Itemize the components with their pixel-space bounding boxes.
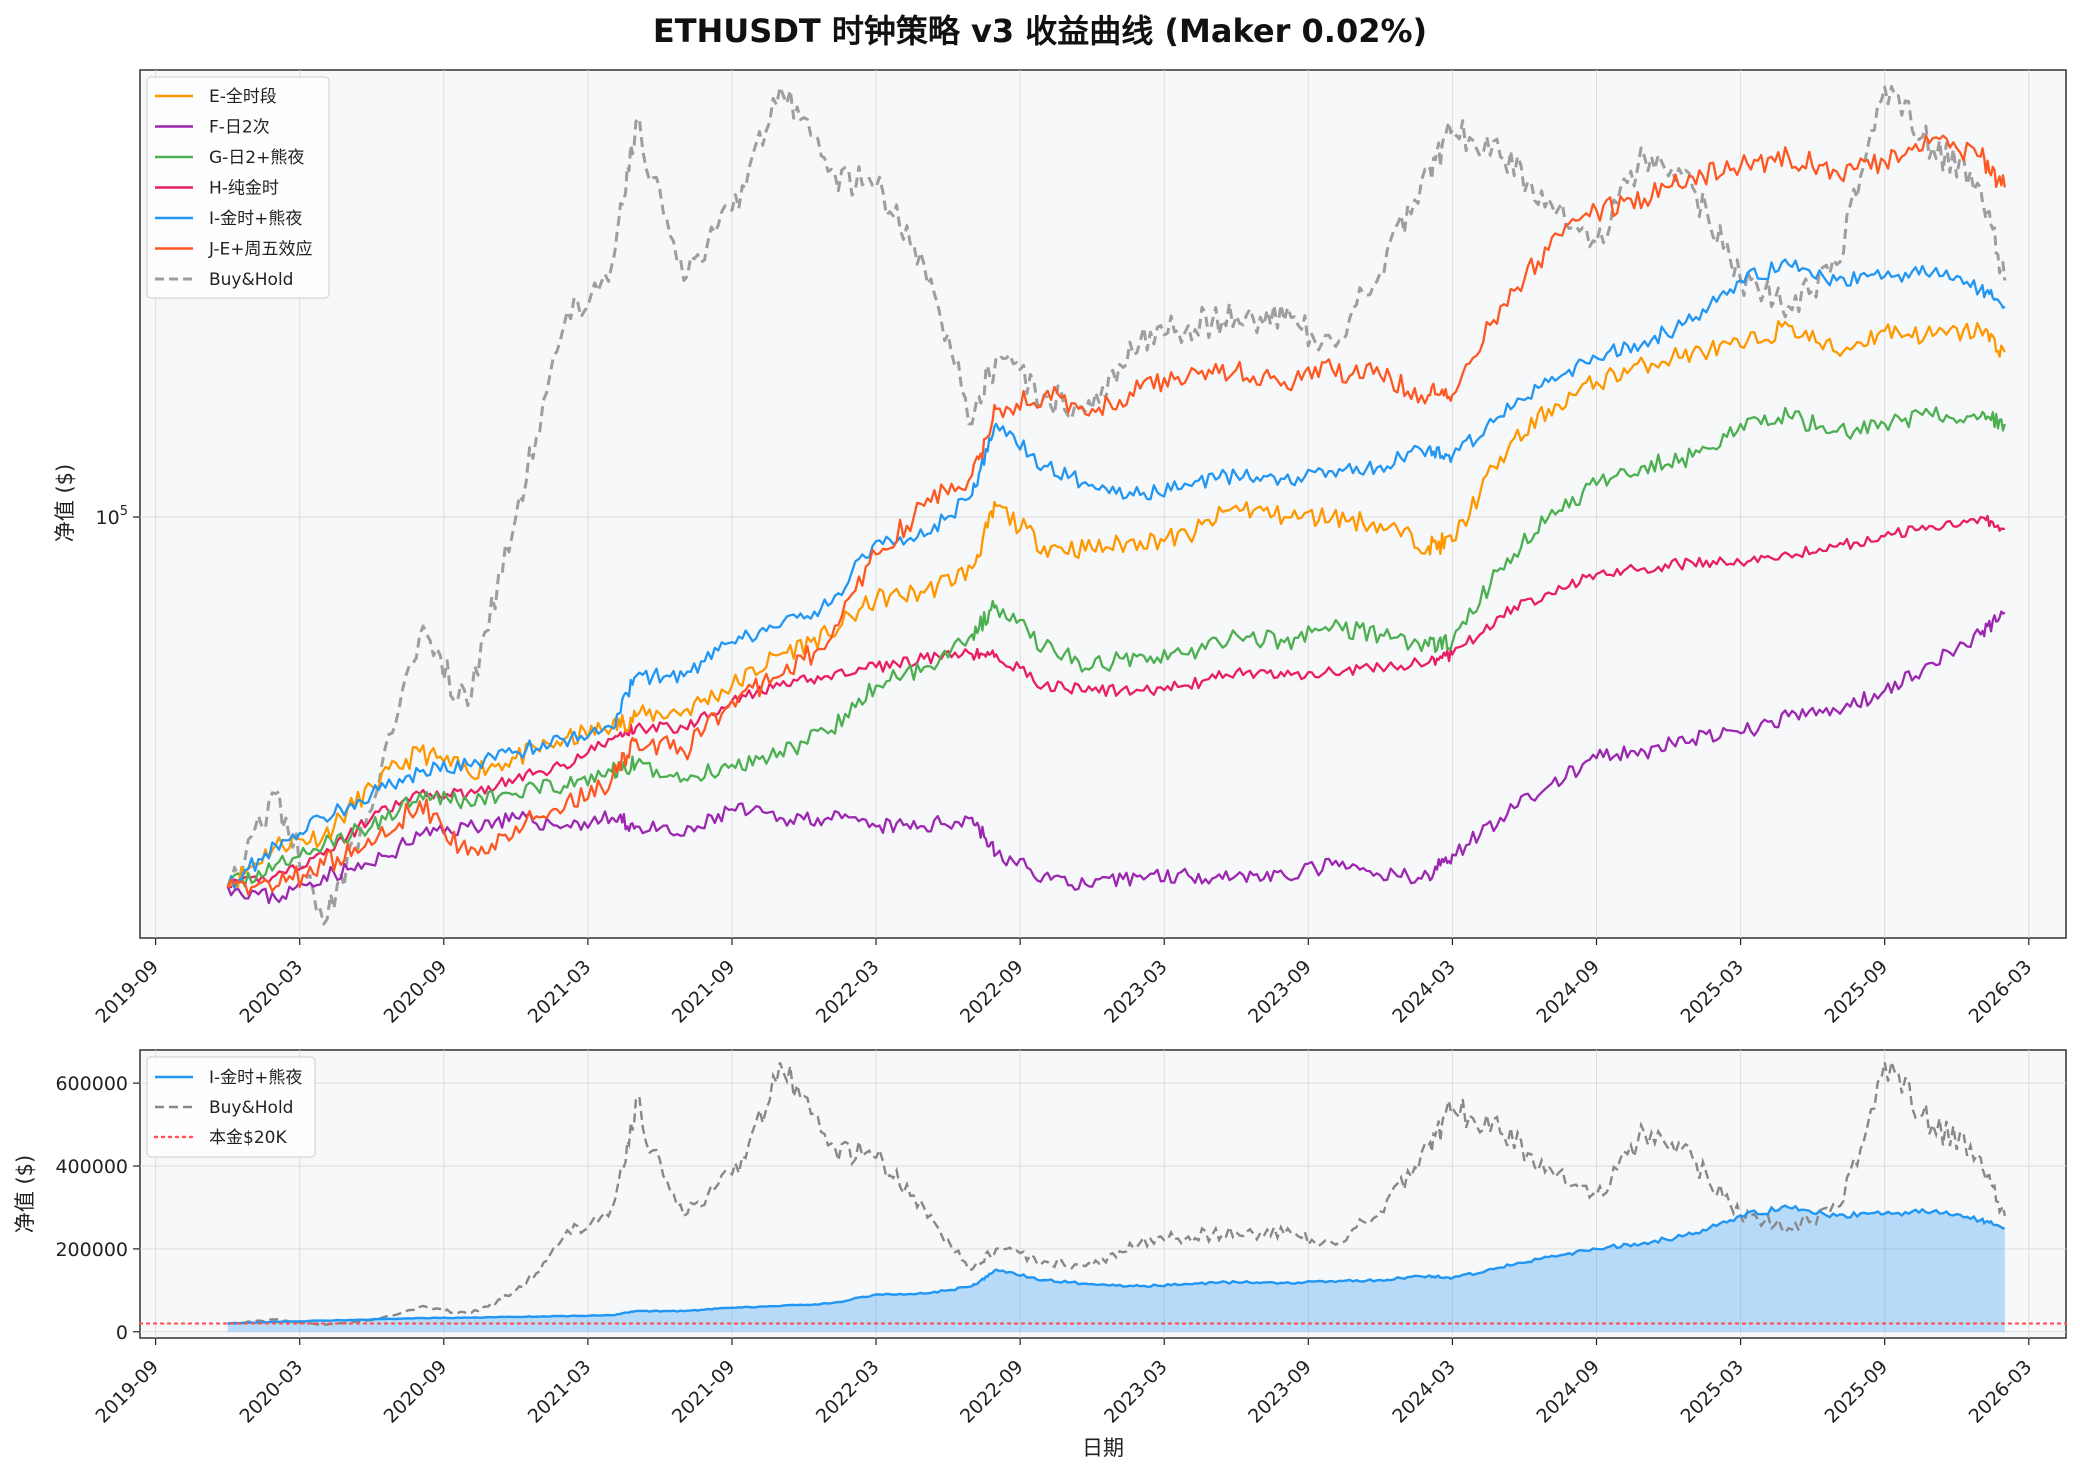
legend-label-bh: Buy&Hold (209, 270, 293, 290)
top-x-tick-label: 2022-03 (812, 956, 884, 1028)
bottom-x-tick-label: 2022-03 (812, 1356, 884, 1428)
bottom-y-axis-label: 净值 ($) (13, 1155, 37, 1233)
bottom-x-tick-label: 2022-09 (956, 1356, 1028, 1428)
bottom-x-tick-label: 2020-09 (380, 1356, 452, 1428)
top-x-tick-label: 2024-09 (1532, 956, 1604, 1028)
bottom-plot-area (139, 1049, 2067, 1339)
bottom-legend-label-bh: Buy&Hold (209, 1098, 293, 1118)
bottom-legend-frame (146, 1056, 316, 1158)
bottom-legend-label-I: I-金时+熊夜 (209, 1068, 302, 1088)
bottom-x-tick-label: 2024-03 (1388, 1356, 1460, 1428)
top-x-ticks: 2019-09 2020-03 2020-09 2021-03 2021-09 2022-… (91, 938, 2036, 1028)
series-line-bh-linear (227, 1061, 2006, 1326)
top-x-tick-label: 2021-09 (668, 956, 740, 1028)
top-legend: E-全时段 F-日2次 G-日2+熊夜 H-纯金时 I-金时+熊夜 J-E+周五效应 Buy… (146, 76, 330, 299)
bottom-y-tick-label: 400000 (55, 1156, 128, 1178)
chart-title: ETHUSDT 时钟策略 v3 收益曲线 (Maker 0.02%) (653, 12, 1427, 50)
bottom-series (138, 1061, 2068, 1332)
bottom-x-tick-label: 2025-03 (1676, 1356, 1748, 1428)
top-x-tick-label: 2022-09 (956, 956, 1028, 1028)
top-x-tick-label: 2021-03 (524, 956, 596, 1028)
top-y-ticks: 105 (96, 504, 140, 529)
bottom-x-ticks: 2019-09 2020-03 2020-09 2021-03 2021-09 2022-… (91, 1338, 2036, 1428)
bottom-legend: I-金时+熊夜 Buy&Hold 本金$20K (146, 1056, 316, 1158)
series-area-I (227, 1205, 2005, 1332)
top-x-tick-label: 2025-09 (1821, 956, 1893, 1028)
series-line-F (226, 610, 2006, 905)
series-line-bh (226, 85, 2007, 926)
top-x-tick-label: 2019-09 (91, 956, 163, 1028)
series-line-I-linear (227, 1204, 2005, 1325)
bottom-panel: 2019-09 2020-03 2020-09 2021-03 2021-09 2022-… (13, 1049, 2068, 1460)
bottom-x-tick-label: 2024-09 (1532, 1356, 1604, 1428)
bottom-x-tick-label: 2023-09 (1244, 1356, 1316, 1428)
bottom-x-tick-label: 2020-03 (236, 1356, 308, 1428)
legend-label-G: G-日2+熊夜 (209, 148, 304, 168)
bottom-x-tick-label: 2021-03 (524, 1356, 596, 1428)
top-x-tick-label: 2024-03 (1388, 956, 1460, 1028)
legend-label-J: J-E+周五效应 (208, 240, 313, 260)
top-x-tick-label: 2020-09 (380, 956, 452, 1028)
bottom-legend-label-principal: 本金$20K (209, 1128, 287, 1148)
series-line-H (227, 514, 2005, 889)
top-x-tick-label: 2020-03 (236, 956, 308, 1028)
bottom-x-tick-label: 2023-03 (1100, 1356, 1172, 1428)
top-x-tick-label: 2025-03 (1676, 956, 1748, 1028)
top-x-tick-label: 2026-03 (1965, 956, 2037, 1028)
top-grid (140, 70, 2066, 938)
bottom-x-tick-label: 2021-09 (668, 1356, 740, 1428)
top-y-axis-label: 净值 ($) (53, 464, 77, 542)
y-tick-label-1e5: 105 (96, 504, 128, 529)
top-panel: 2019-09 2020-03 2020-09 2021-03 2021-09 2022-… (53, 69, 2067, 1028)
top-series-lines (226, 85, 2007, 926)
bottom-x-axis-label: 日期 (1082, 1436, 1124, 1460)
bottom-grid (140, 1050, 2066, 1338)
series-line-I (226, 258, 2006, 890)
top-x-tick-label: 2023-09 (1244, 956, 1316, 1028)
top-legend-frame (146, 76, 330, 299)
series-line-E (227, 319, 2006, 889)
bottom-y-tick-label: 0 (116, 1322, 128, 1344)
bottom-x-tick-label: 2026-03 (1965, 1356, 2037, 1428)
legend-label-I: I-金时+熊夜 (209, 209, 302, 229)
bottom-y-tick-label: 600000 (55, 1073, 128, 1095)
top-plot-area (139, 69, 2067, 939)
series-line-J (226, 134, 2006, 896)
legend-label-E: E-全时段 (209, 87, 277, 107)
legend-label-F: F-日2次 (209, 118, 270, 138)
bottom-y-ticks: 0 200000 400000 600000 (55, 1073, 140, 1344)
top-x-tick-label: 2023-03 (1100, 956, 1172, 1028)
legend-label-H: H-纯金时 (209, 179, 279, 199)
series-line-G (226, 406, 2006, 888)
bottom-x-tick-label: 2025-09 (1821, 1356, 1893, 1428)
bottom-y-tick-label: 200000 (55, 1239, 128, 1261)
bottom-x-tick-label: 2019-09 (91, 1356, 163, 1428)
